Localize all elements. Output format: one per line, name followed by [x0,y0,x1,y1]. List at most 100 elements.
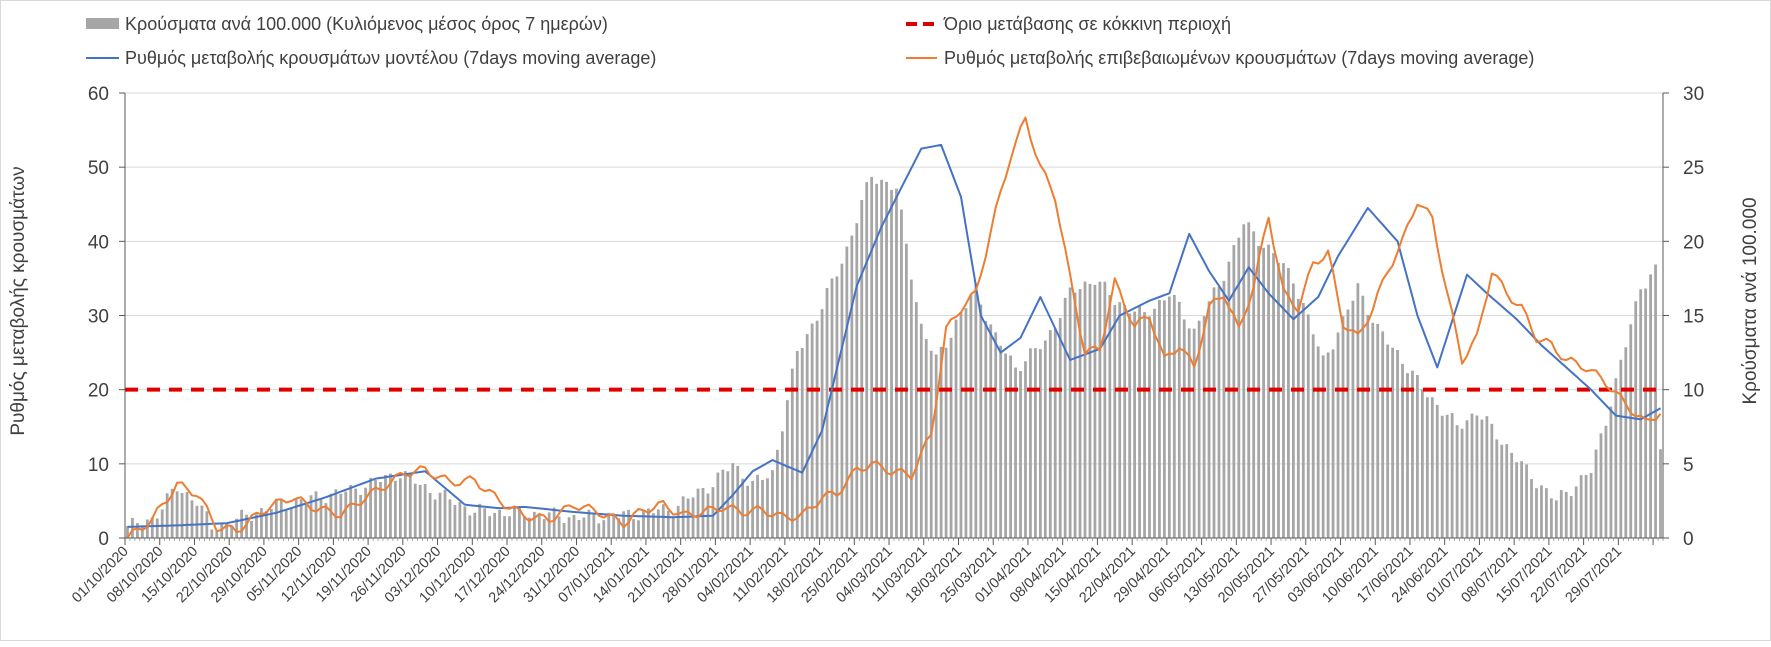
bar [488,516,492,538]
bar [1187,328,1191,538]
bar [195,505,199,538]
y-right-axis-label: Κρούσματα ανά 100.000 [1740,197,1761,404]
bar [269,508,273,538]
bar [552,507,556,538]
bar [1480,419,1484,538]
bar [1346,309,1350,538]
bar [1227,261,1231,538]
bar [180,493,184,538]
bar [458,502,462,538]
bar [651,513,655,538]
bar [1604,425,1608,538]
bar [696,488,700,538]
bar [999,345,1003,538]
bar [1460,428,1464,538]
bar [1098,281,1102,538]
bar [1316,346,1320,538]
bar [1034,348,1037,538]
bar [1118,302,1122,538]
bar [443,489,447,538]
bar [1624,347,1628,538]
bar [1530,479,1533,538]
bar [1143,312,1146,538]
bar [1217,286,1221,538]
bar [1614,378,1618,538]
bar [1053,328,1057,538]
bar [473,512,477,538]
bar [1450,413,1454,538]
bar [830,278,834,538]
bar [527,517,531,538]
bar [1559,490,1563,538]
y-left-tick-label: 60 [88,84,109,105]
bar [448,499,452,538]
bar [964,308,968,538]
bar [909,279,913,538]
bar [1093,284,1097,538]
bar [1038,349,1042,538]
legend-swatch-bars [86,18,119,29]
bar [870,176,874,538]
bar [1490,423,1494,538]
bar [1163,300,1166,538]
bar [408,473,412,538]
bar [577,520,581,538]
bar [617,518,621,538]
bar [185,491,189,538]
bar [165,493,169,538]
bar [1515,462,1519,538]
bar [289,507,293,538]
bar [567,517,571,538]
bar [379,482,382,538]
bar [562,522,566,538]
bar [1569,496,1573,538]
bar [711,487,715,538]
bar [1043,340,1047,538]
legend-label-confirmed: Ρυθμός μεταβολής επιβεβαιωμένων κρουσμάτ… [944,48,1534,68]
bar [145,519,149,538]
bar [686,498,690,538]
bar [1371,322,1375,538]
bar [721,469,725,538]
bar [979,304,983,538]
bar [587,509,591,538]
bar [503,516,506,538]
bar [746,485,750,538]
bar [532,511,536,538]
bar [250,520,253,538]
bar [215,531,219,538]
bar [483,508,487,538]
bar [924,339,928,538]
bar [855,223,859,538]
bar [900,209,903,538]
bar [1644,288,1648,538]
bar [1019,371,1022,538]
bar [433,499,437,538]
bar [1495,439,1499,538]
bar [865,182,869,539]
bar [1649,274,1652,538]
bar [542,519,546,538]
bar [984,321,988,538]
bar [513,506,516,538]
bar [493,512,497,538]
bar [1311,334,1315,538]
bar [369,477,372,538]
bar [364,487,368,538]
bar [1549,498,1553,538]
bar [1048,330,1052,538]
bar [1396,350,1399,538]
bar [374,480,377,538]
bar [453,505,457,538]
bar [671,516,675,538]
bar [880,179,883,538]
bar [1420,389,1424,538]
bar [1272,253,1275,538]
bar [1108,295,1112,538]
bar [771,470,774,538]
bar [255,514,258,538]
bar [1222,280,1226,538]
bar [1058,317,1062,538]
bar [1277,262,1280,538]
bar [969,295,973,538]
